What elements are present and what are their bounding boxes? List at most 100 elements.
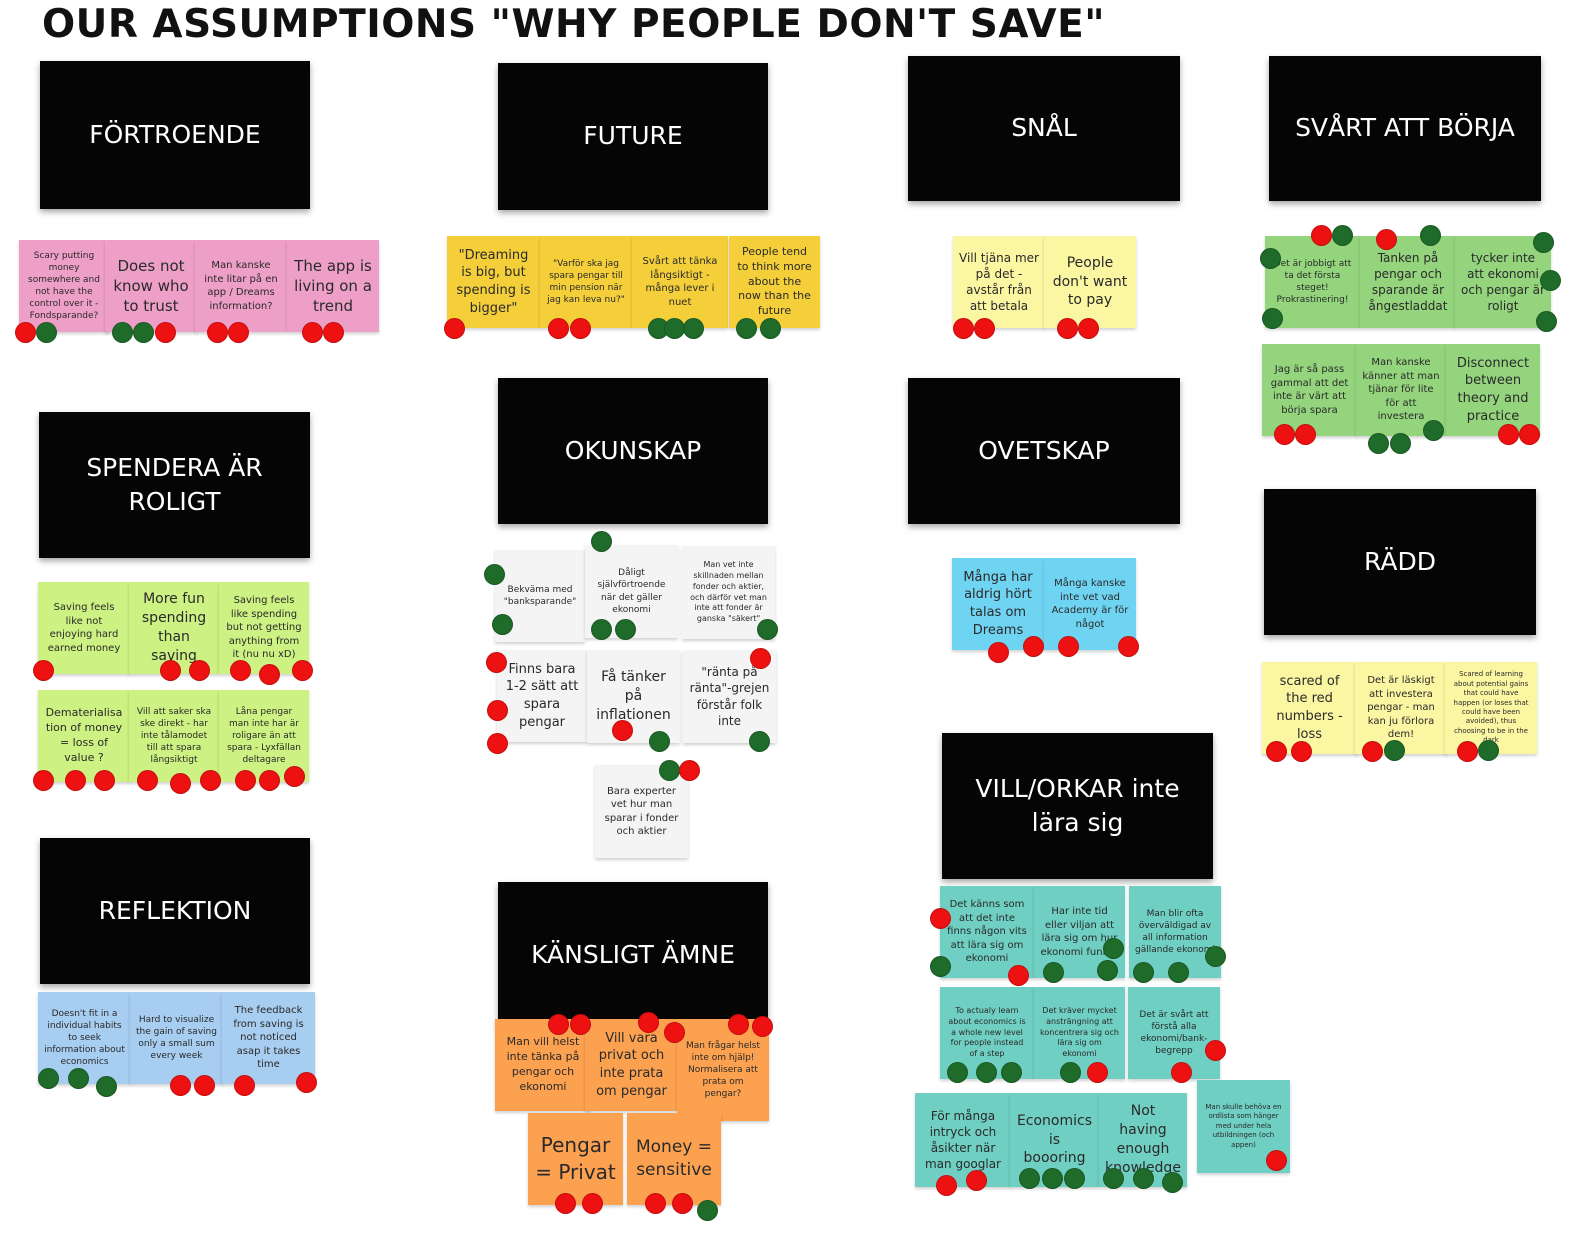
red-vote-dot[interactable] xyxy=(612,720,633,741)
red-vote-dot[interactable] xyxy=(207,322,228,343)
red-vote-dot[interactable] xyxy=(728,1014,749,1035)
red-vote-dot[interactable] xyxy=(1057,318,1078,339)
green-vote-dot[interactable] xyxy=(1205,946,1226,967)
red-vote-dot[interactable] xyxy=(1008,965,1029,986)
red-vote-dot[interactable] xyxy=(487,733,508,754)
green-vote-dot[interactable] xyxy=(1423,420,1444,441)
red-vote-dot[interactable] xyxy=(1362,741,1383,762)
green-vote-dot[interactable] xyxy=(1384,740,1405,761)
sticky-note-vill-orkar-52[interactable]: Man skulle behöva en ordlista som hänger… xyxy=(1197,1080,1290,1173)
red-vote-dot[interactable] xyxy=(1498,424,1519,445)
green-vote-dot[interactable] xyxy=(649,731,670,752)
green-vote-dot[interactable] xyxy=(591,619,612,640)
red-vote-dot[interactable] xyxy=(259,664,280,685)
red-vote-dot[interactable] xyxy=(170,1075,191,1096)
red-vote-dot[interactable] xyxy=(296,1072,317,1093)
red-vote-dot[interactable] xyxy=(1457,741,1478,762)
red-vote-dot[interactable] xyxy=(1118,636,1139,657)
sticky-note-reflektion-37[interactable]: The feedback from saving is not noticed … xyxy=(222,992,315,1084)
red-vote-dot[interactable] xyxy=(194,1075,215,1096)
category-card-future[interactable]: FUTURE xyxy=(498,63,768,210)
red-vote-dot[interactable] xyxy=(65,770,86,791)
green-vote-dot[interactable] xyxy=(1103,938,1124,959)
green-vote-dot[interactable] xyxy=(112,322,133,343)
sticky-note-ovetskap-31[interactable]: Många kanske inte vet vad Academy är för… xyxy=(1044,558,1136,650)
sticky-note-spendera-ar-roligt-18[interactable]: More fun spending than saving xyxy=(129,582,219,674)
red-vote-dot[interactable] xyxy=(1519,424,1540,445)
red-vote-dot[interactable] xyxy=(228,322,249,343)
sticky-note-radd-34[interactable]: Scared of learning about potential gains… xyxy=(1445,662,1537,754)
red-vote-dot[interactable] xyxy=(234,1075,255,1096)
green-vote-dot[interactable] xyxy=(615,619,636,640)
sticky-note-fortroende-1[interactable]: Scary putting money somewhere and not ha… xyxy=(19,240,109,332)
green-vote-dot[interactable] xyxy=(1043,962,1064,983)
red-vote-dot[interactable] xyxy=(1266,1150,1287,1171)
red-vote-dot[interactable] xyxy=(259,770,280,791)
green-vote-dot[interactable] xyxy=(1060,1062,1081,1083)
red-vote-dot[interactable] xyxy=(170,773,191,794)
green-vote-dot[interactable] xyxy=(1540,270,1561,291)
sticky-note-svart-att-borja-16[interactable]: Disconnect between theory and practice xyxy=(1446,344,1540,436)
red-vote-dot[interactable] xyxy=(1274,424,1295,445)
red-vote-dot[interactable] xyxy=(1295,424,1316,445)
green-vote-dot[interactable] xyxy=(1133,962,1154,983)
green-vote-dot[interactable] xyxy=(1390,433,1411,454)
green-vote-dot[interactable] xyxy=(1042,1168,1063,1189)
category-card-reflektion[interactable]: REFLEKTION xyxy=(40,838,310,984)
category-card-svart-att-borja[interactable]: SVÅRT ATT BÖRJA xyxy=(1269,56,1541,201)
sticky-note-okunskap-29[interactable]: Bara experter vet hur man sparar i fonde… xyxy=(595,765,688,858)
red-vote-dot[interactable] xyxy=(548,1014,569,1035)
red-vote-dot[interactable] xyxy=(94,770,115,791)
sticky-note-svart-att-borja-13[interactable]: tycker inte att ekonomi och pengar är ro… xyxy=(1455,236,1551,328)
red-vote-dot[interactable] xyxy=(582,1193,603,1214)
red-vote-dot[interactable] xyxy=(750,648,771,669)
category-card-okunskap[interactable]: OKUNSKAP xyxy=(498,378,768,524)
green-vote-dot[interactable] xyxy=(1064,1168,1085,1189)
green-vote-dot[interactable] xyxy=(1536,311,1557,332)
green-vote-dot[interactable] xyxy=(930,956,951,977)
red-vote-dot[interactable] xyxy=(664,1022,685,1043)
red-vote-dot[interactable] xyxy=(570,318,591,339)
sticky-note-fortroende-3[interactable]: Man kanske inte litar på en app / Dreams… xyxy=(195,240,287,332)
red-vote-dot[interactable] xyxy=(555,1193,576,1214)
red-vote-dot[interactable] xyxy=(487,700,508,721)
red-vote-dot[interactable] xyxy=(33,660,54,681)
red-vote-dot[interactable] xyxy=(672,1193,693,1214)
category-card-spendera-ar-roligt[interactable]: SPENDERA ÄR ROLIGT xyxy=(39,412,310,558)
red-vote-dot[interactable] xyxy=(1058,636,1079,657)
red-vote-dot[interactable] xyxy=(638,1012,659,1033)
green-vote-dot[interactable] xyxy=(36,322,57,343)
red-vote-dot[interactable] xyxy=(160,660,181,681)
green-vote-dot[interactable] xyxy=(736,318,757,339)
red-vote-dot[interactable] xyxy=(645,1193,666,1214)
sticky-note-spendera-ar-roligt-21[interactable]: Vill att saker ska ske direkt - har inte… xyxy=(129,690,219,782)
green-vote-dot[interactable] xyxy=(591,531,612,552)
red-vote-dot[interactable] xyxy=(570,1014,591,1035)
red-vote-dot[interactable] xyxy=(200,770,221,791)
sticky-note-radd-33[interactable]: Det är läskigt att investera pengar - ma… xyxy=(1355,662,1447,754)
red-vote-dot[interactable] xyxy=(155,322,176,343)
red-vote-dot[interactable] xyxy=(752,1016,773,1037)
sticky-note-vill-orkar-48[interactable]: Det är svårt att förstå alla ekonomi/ban… xyxy=(1128,987,1220,1079)
sticky-note-future-5[interactable]: "Dreaming is big, but spending is bigger… xyxy=(447,236,540,328)
red-vote-dot[interactable] xyxy=(15,322,36,343)
red-vote-dot[interactable] xyxy=(444,318,465,339)
green-vote-dot[interactable] xyxy=(760,318,781,339)
sticky-note-future-7[interactable]: Svårt att tänka långsiktigt - många leve… xyxy=(632,236,728,328)
category-card-kansligt-amne[interactable]: KÄNSLIGT ÄMNE xyxy=(498,882,768,1028)
red-vote-dot[interactable] xyxy=(1087,1062,1108,1083)
sticky-note-spendera-ar-roligt-19[interactable]: Saving feels like spending but not getti… xyxy=(219,582,309,674)
green-vote-dot[interactable] xyxy=(492,614,513,635)
red-vote-dot[interactable] xyxy=(1376,229,1397,250)
green-vote-dot[interactable] xyxy=(664,318,685,339)
category-card-radd[interactable]: RÄDD xyxy=(1264,489,1536,635)
red-vote-dot[interactable] xyxy=(1266,741,1287,762)
green-vote-dot[interactable] xyxy=(1368,433,1389,454)
red-vote-dot[interactable] xyxy=(974,318,995,339)
sticky-note-fortroende-4[interactable]: The app is living on a trend xyxy=(287,240,379,332)
green-vote-dot[interactable] xyxy=(1162,1172,1183,1193)
sticky-note-svart-att-borja-14[interactable]: Jag är så pass gammal att det inte är vä… xyxy=(1262,344,1357,436)
category-card-ovetskap[interactable]: OVETSKAP xyxy=(908,378,1180,524)
sticky-note-kansligt-amne-42[interactable]: Money = sensitive xyxy=(627,1113,721,1205)
red-vote-dot[interactable] xyxy=(323,322,344,343)
